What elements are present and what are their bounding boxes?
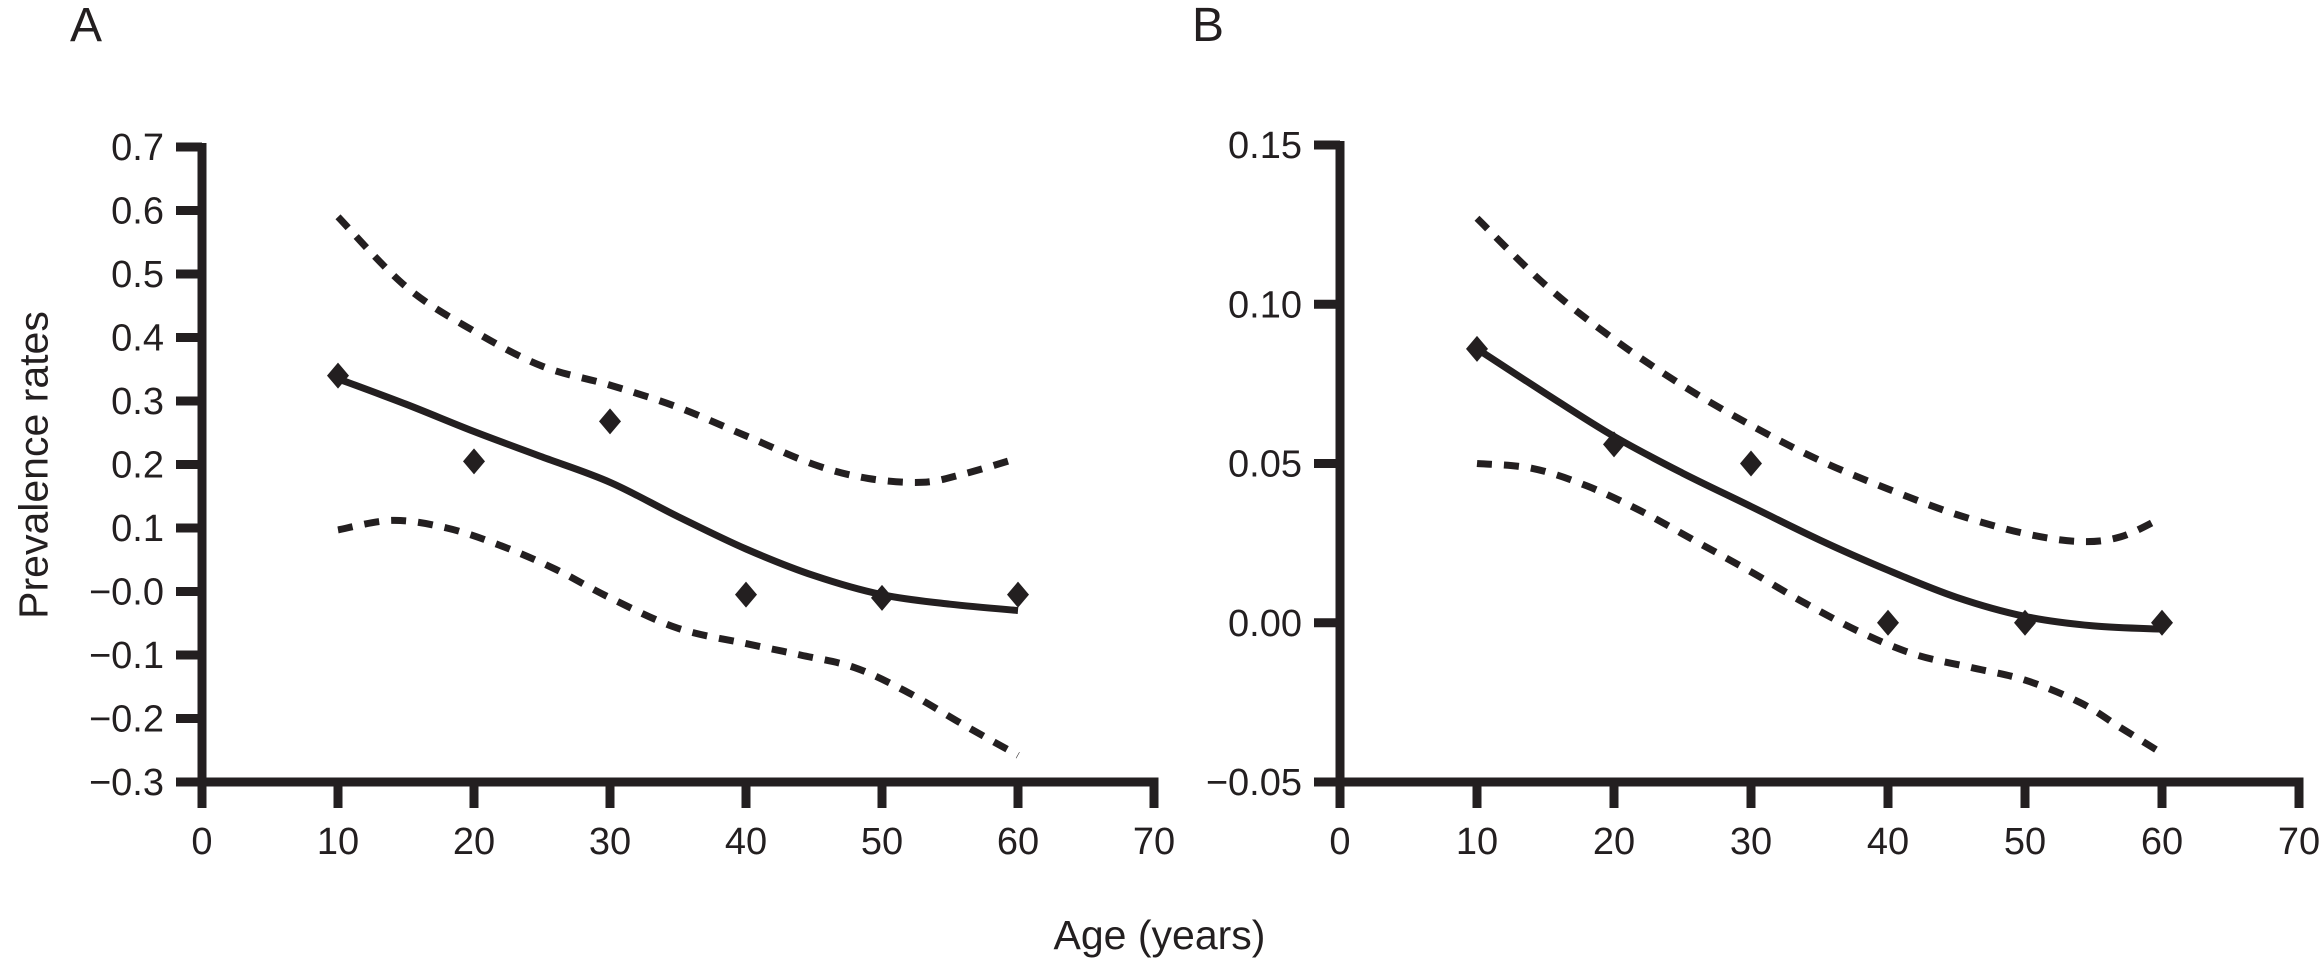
x-tick [469,782,479,808]
x-tick [197,782,207,808]
y-tick-label: −0.05 [1206,762,1302,804]
y-tick [176,269,202,279]
x-tick [1746,782,1756,808]
x-tick [2157,782,2167,808]
y-tick [176,396,202,406]
x-tick-label: 60 [997,821,1039,863]
x-tick-label: 0 [1329,821,1350,863]
panel-a-label: A [70,0,103,52]
diamond-marker [599,408,621,435]
x-tick-label: 10 [1456,821,1498,863]
y-tick-label: 0.15 [1228,125,1302,167]
diamond-marker [871,584,893,611]
x-tick [605,782,615,808]
x-tick-label: 70 [1133,821,1175,863]
y-tick-label: −0.1 [89,635,164,677]
x-tick-label: 20 [453,821,495,863]
x-tick-label: 70 [2278,821,2319,863]
x-tick-label: 30 [589,821,631,863]
x-tick [1335,782,1345,808]
y-tick-label: −0.0 [89,572,164,614]
y-tick [176,523,202,533]
x-tick-label: 30 [1730,821,1772,863]
y-tick-label: 0.05 [1228,444,1302,486]
y-tick [176,777,202,787]
y-tick [176,460,202,469]
y-tick [1314,618,1340,628]
x-tick [1013,782,1023,808]
x-tick [1609,782,1619,808]
x-axis-line [197,777,1159,787]
x-tick [741,782,751,808]
y-tick-label: 0.4 [111,318,164,360]
x-tick [2294,782,2304,808]
y-tick-label: 0.3 [111,381,164,423]
y-tick [1314,140,1340,150]
fitted-prevalence-curve-path [336,375,1019,614]
diamond-marker [463,448,485,475]
y-tick [176,714,202,723]
x-tick [1883,782,1893,808]
y-tick-label: −0.3 [89,762,164,804]
y-tick-label: 0.5 [111,254,164,296]
x-tick-label: 60 [2141,821,2183,863]
y-tick [1314,299,1340,309]
lower-confidence-band-path [337,516,1020,759]
diamond-marker [1466,335,1488,362]
upper-confidence-band-path [1474,215,2164,546]
y-tick-label: −0.2 [89,699,164,741]
diamond-marker [1877,609,1899,636]
y-tick-label: 0.1 [111,508,164,550]
x-tick-label: 40 [1867,821,1909,863]
diamond-marker [1007,581,1029,608]
diamond-marker [735,581,757,608]
x-tick [877,782,887,808]
x-tick-label: 50 [861,821,903,863]
x-tick [1472,782,1482,808]
x-axis-line [1335,777,2304,787]
y-tick-label: 0.2 [111,445,164,487]
fitted-prevalence-curve-path [1475,345,2163,633]
lower-confidence-band-path [1476,460,2164,757]
diamond-marker [327,362,349,389]
diamond-marker [1603,431,1625,458]
y-tick-label: 0.10 [1228,284,1302,326]
y-tick [176,587,202,596]
x-tick [333,782,343,808]
y-tick-label: 0.7 [111,127,164,169]
y-tick [176,650,202,660]
y-tick-label: 0.6 [111,191,164,233]
y-tick [1314,777,1340,787]
panel-b-label: B [1192,0,1225,52]
upper-confidence-band-path [335,214,1019,486]
y-axis-line [1335,141,1345,808]
x-tick-label: 20 [1593,821,1635,863]
x-axis-title: Age (years) [1053,912,1266,958]
y-tick [176,206,202,215]
y-axis-line [197,143,207,808]
diamond-marker [2151,609,2173,636]
y-tick [1314,459,1340,468]
y-tick-label: 0.00 [1228,603,1302,645]
x-tick-label: 40 [725,821,767,863]
y-tick [176,333,202,342]
diamond-marker [1740,450,1762,477]
x-tick [2020,782,2030,808]
y-tick [176,142,202,152]
x-tick-label: 0 [191,821,212,863]
x-tick-label: 10 [317,821,359,863]
x-tick [1149,782,1159,808]
diamond-marker [2014,609,2036,636]
x-tick-label: 50 [2004,821,2046,863]
